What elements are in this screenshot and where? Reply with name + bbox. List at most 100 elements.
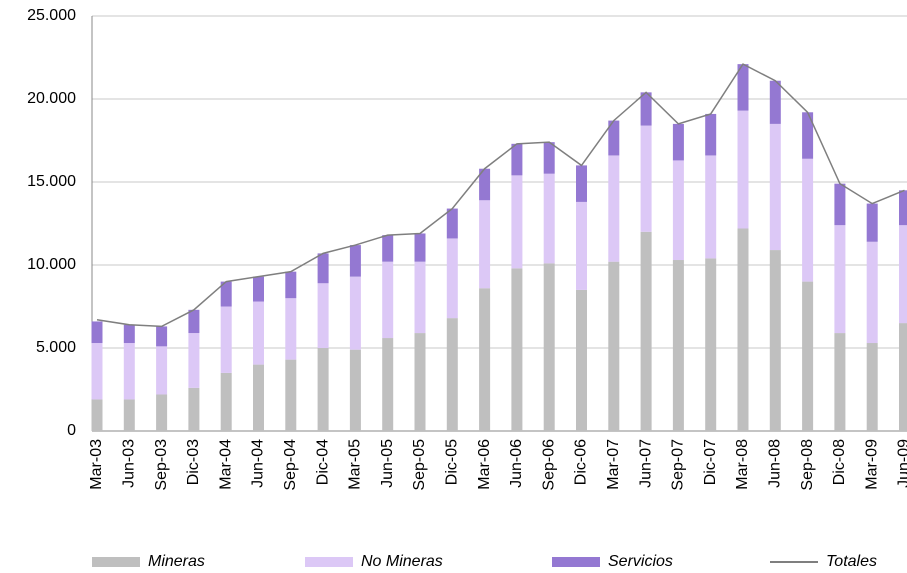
x-tick-label: Jun-04	[250, 439, 267, 488]
x-tick-label: Sep-08	[799, 439, 816, 491]
x-tick-label: Mar-08	[734, 439, 751, 490]
bar-segment	[866, 343, 878, 431]
x-tick-label: Mar-05	[347, 439, 364, 490]
bar-segment	[576, 165, 587, 202]
bar-segment	[285, 298, 297, 360]
bar-segment	[511, 175, 523, 269]
bar-segment	[317, 283, 329, 348]
x-tick-label: Dic-06	[573, 439, 590, 485]
bar-segment	[705, 155, 717, 259]
x-tick-label: Jun-03	[121, 439, 138, 488]
bar-segment	[349, 349, 361, 431]
y-tick-label: 15.000	[27, 173, 76, 190]
x-tick-label: Sep-07	[670, 439, 687, 491]
bar-segment	[446, 238, 458, 319]
bar-segment	[382, 338, 394, 431]
x-tick-label: Sep-04	[282, 439, 299, 491]
bar-segment	[382, 235, 394, 262]
bar-segment	[608, 261, 620, 431]
x-tick-label: Dic-04	[314, 439, 331, 485]
bar-segment	[640, 231, 652, 431]
x-tick-label: Jun-05	[379, 439, 396, 488]
bar-segment	[317, 253, 329, 284]
bar-segment	[349, 245, 361, 277]
bar-segment	[479, 200, 491, 289]
bar-segment	[543, 173, 555, 264]
bar-segment	[123, 324, 135, 344]
x-tick-label: Jun-09	[896, 439, 907, 488]
bar-segment	[834, 225, 846, 334]
bar-segment	[802, 158, 814, 282]
bar-segment	[220, 281, 232, 307]
bar-segment	[285, 359, 297, 431]
bar-segment	[543, 142, 555, 174]
x-tick-label: Jun-08	[767, 439, 784, 488]
bar-segment	[414, 261, 426, 334]
bar-segment	[91, 343, 103, 400]
bar-segment	[156, 346, 168, 395]
bar-segment	[253, 364, 264, 431]
y-tick-label: 0	[67, 422, 76, 439]
bar-segment	[899, 190, 907, 226]
x-tick-label: Mar-09	[863, 439, 880, 490]
x-tick-label: Dic-03	[185, 439, 202, 485]
bar-segment	[220, 372, 232, 431]
bar-segment	[769, 123, 781, 251]
bar-segment	[802, 112, 814, 159]
x-tick-label: Jun-07	[637, 439, 654, 488]
bar-segment	[672, 123, 684, 161]
bar-segment	[317, 348, 329, 431]
legend-swatch	[552, 557, 600, 567]
legend-swatch	[305, 557, 353, 567]
legend-label: Servicios	[608, 553, 673, 570]
legend-label: Totales	[826, 553, 877, 570]
x-tick-label: Mar-04	[217, 439, 234, 490]
bar-segment	[543, 263, 555, 431]
bar-segment	[188, 309, 200, 334]
y-tick-label: 10.000	[27, 256, 76, 273]
bar-segment	[479, 168, 491, 201]
y-tick-label: 20.000	[27, 90, 76, 107]
x-tick-label: Sep-06	[540, 439, 557, 491]
bar-segment	[866, 203, 878, 242]
bar-segment	[123, 399, 135, 431]
x-tick-label: Sep-03	[153, 439, 170, 491]
x-tick-label: Dic-07	[702, 439, 719, 485]
bar-segment	[769, 80, 781, 124]
bar-segment	[769, 250, 781, 431]
bar-segment	[156, 394, 168, 431]
bar-segment	[446, 318, 458, 431]
bar-segment	[253, 301, 264, 365]
bar-segment	[866, 241, 878, 344]
bar-segment	[349, 276, 361, 350]
x-tick-label: Dic-08	[831, 439, 848, 485]
y-tick-label: 5.000	[36, 339, 76, 356]
bar-segment	[156, 326, 168, 347]
bar-segment	[608, 155, 620, 262]
x-tick-label: Mar-06	[476, 439, 493, 490]
y-tick-label: 25.000	[27, 7, 76, 24]
bar-segment	[834, 183, 846, 226]
bar-segment	[640, 125, 652, 232]
bar-segment	[899, 225, 907, 324]
bar-segment	[737, 64, 749, 111]
bar-segment	[414, 233, 426, 262]
bar-segment	[737, 228, 749, 431]
bar-segment	[285, 271, 297, 299]
bar-segment	[705, 258, 717, 431]
bar-segment	[479, 288, 491, 431]
bar-segment	[91, 399, 103, 431]
bar-segment	[737, 110, 749, 229]
bar-segment	[576, 201, 587, 290]
x-tick-label: Sep-05	[411, 439, 428, 491]
total-line	[96, 63, 905, 328]
bar-segment	[188, 387, 200, 431]
bar-segment	[672, 260, 684, 431]
x-tick-label: Dic-05	[444, 439, 461, 485]
bar-segment	[220, 306, 232, 373]
bar-segment	[188, 333, 200, 388]
bar-segment	[672, 160, 684, 261]
bar-segment	[576, 289, 587, 431]
x-tick-label: Mar-07	[605, 439, 622, 490]
